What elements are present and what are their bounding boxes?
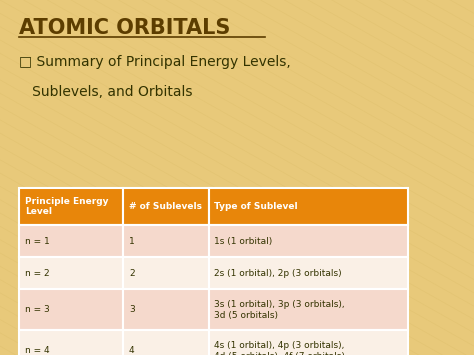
Text: 2s (1 orbital), 2p (3 orbitals): 2s (1 orbital), 2p (3 orbitals) (214, 269, 342, 278)
FancyBboxPatch shape (123, 289, 209, 330)
Text: Type of Sublevel: Type of Sublevel (214, 202, 298, 211)
Text: 3s (1 orbital), 3p (3 orbitals),
3d (5 orbitals): 3s (1 orbital), 3p (3 orbitals), 3d (5 o… (214, 300, 345, 320)
FancyBboxPatch shape (209, 188, 408, 225)
FancyBboxPatch shape (209, 289, 408, 330)
Text: ATOMIC ORBITALS: ATOMIC ORBITALS (19, 18, 230, 38)
FancyBboxPatch shape (123, 225, 209, 257)
Text: □ Summary of Principal Energy Levels,: □ Summary of Principal Energy Levels, (19, 55, 291, 69)
FancyBboxPatch shape (123, 188, 209, 225)
Text: n = 4: n = 4 (25, 346, 49, 355)
FancyBboxPatch shape (19, 225, 123, 257)
Text: n = 3: n = 3 (25, 305, 49, 314)
Text: n = 1: n = 1 (25, 237, 49, 246)
Text: 1s (1 orbital): 1s (1 orbital) (214, 237, 273, 246)
Text: n = 2: n = 2 (25, 269, 49, 278)
Text: 2: 2 (129, 269, 135, 278)
FancyBboxPatch shape (19, 330, 123, 355)
Text: 1: 1 (129, 237, 135, 246)
Text: Principle Energy
Level: Principle Energy Level (25, 197, 108, 217)
FancyBboxPatch shape (19, 257, 123, 289)
FancyBboxPatch shape (123, 257, 209, 289)
FancyBboxPatch shape (209, 330, 408, 355)
FancyBboxPatch shape (123, 330, 209, 355)
Text: 3: 3 (129, 305, 135, 314)
FancyBboxPatch shape (19, 188, 123, 225)
Text: Sublevels, and Orbitals: Sublevels, and Orbitals (19, 85, 192, 99)
Text: 4: 4 (129, 346, 135, 355)
Text: # of Sublevels: # of Sublevels (129, 202, 202, 211)
Text: 4s (1 orbital), 4p (3 orbitals),
4d (5 orbitals), 4f (7 orbitals): 4s (1 orbital), 4p (3 orbitals), 4d (5 o… (214, 340, 345, 355)
FancyBboxPatch shape (19, 289, 123, 330)
FancyBboxPatch shape (209, 257, 408, 289)
FancyBboxPatch shape (209, 225, 408, 257)
